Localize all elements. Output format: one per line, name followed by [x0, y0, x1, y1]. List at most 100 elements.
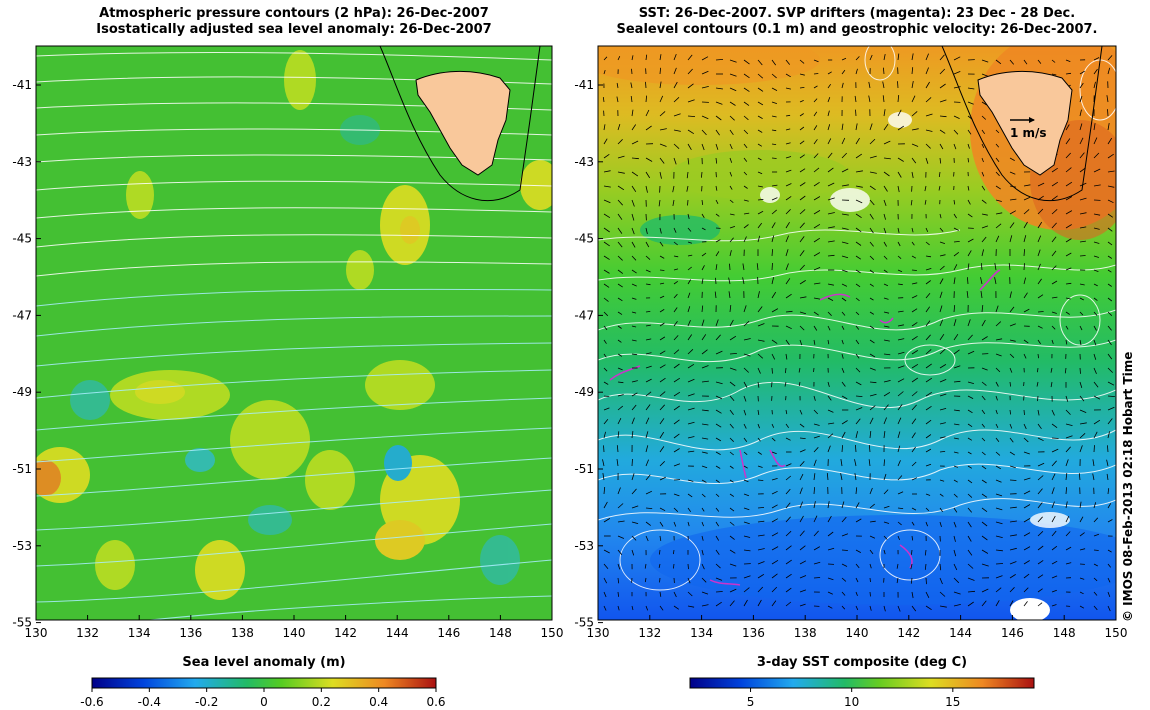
velocity-vector	[631, 140, 639, 145]
velocity-vector	[925, 157, 929, 164]
velocity-vector	[883, 325, 890, 328]
velocity-vector	[1107, 519, 1113, 523]
velocity-vector	[1107, 549, 1112, 553]
velocity-vector	[673, 129, 681, 132]
velocity-vector	[911, 350, 919, 355]
velocity-vector	[603, 339, 607, 344]
velocity-vector	[883, 431, 886, 439]
velocity-vector	[910, 563, 913, 570]
velocity-vector	[855, 269, 861, 274]
velocity-vector	[1079, 212, 1087, 215]
velocity-vector	[701, 437, 709, 440]
velocity-vector	[911, 295, 918, 299]
velocity-vector	[883, 241, 887, 247]
velocity-vector	[1009, 323, 1016, 327]
velocity-vector	[617, 367, 623, 371]
velocity-vector	[729, 157, 733, 163]
velocity-vector	[1036, 381, 1039, 387]
velocity-vector	[603, 407, 610, 411]
velocity-vector	[841, 325, 845, 330]
velocity-vector	[603, 445, 605, 453]
velocity-vector	[869, 549, 874, 555]
velocity-vector	[1023, 601, 1028, 607]
velocity-vector	[687, 157, 690, 165]
velocity-vector	[1051, 545, 1058, 551]
velocity-vector	[785, 59, 791, 65]
velocity-vector	[659, 418, 665, 425]
velocity-vector	[729, 353, 737, 355]
velocity-vector	[631, 549, 635, 556]
velocity-vector	[827, 515, 832, 523]
velocity-vector	[939, 143, 944, 150]
velocity-vector	[995, 185, 1001, 190]
velocity-vector	[701, 199, 704, 205]
velocity-vector	[1009, 409, 1011, 415]
velocity-vector	[827, 395, 832, 401]
velocity-vector	[939, 605, 947, 608]
velocity-vector	[827, 240, 835, 243]
velocity-vector	[771, 101, 778, 104]
velocity-vector	[855, 431, 858, 439]
velocity-vector	[869, 339, 875, 344]
velocity-vector	[1107, 109, 1109, 117]
velocity-vector	[743, 236, 747, 243]
velocity-vector	[631, 124, 637, 131]
velocity-vector	[645, 95, 647, 103]
right-lon-tick-label: 134	[690, 626, 713, 640]
velocity-vector	[1079, 445, 1083, 453]
left-lat-tick-label: -41	[12, 78, 32, 92]
velocity-vector	[925, 577, 927, 585]
velocity-vector	[924, 185, 927, 192]
velocity-vector	[855, 502, 860, 509]
velocity-vector	[1037, 602, 1043, 607]
velocity-vector	[617, 123, 621, 131]
velocity-vector	[701, 213, 705, 219]
velocity-vector	[897, 338, 905, 341]
velocity-vector	[771, 339, 778, 344]
velocity-vector	[799, 461, 805, 467]
velocity-vector	[1107, 577, 1111, 583]
velocity-vector	[981, 101, 987, 106]
velocity-vector	[729, 199, 734, 204]
velocity-vector	[602, 473, 605, 481]
velocity-vector	[659, 143, 667, 147]
velocity-vector	[659, 128, 667, 131]
velocity-vector	[981, 199, 987, 204]
pressure-contours	[36, 52, 552, 620]
velocity-vector	[939, 348, 946, 355]
velocity-vector	[715, 199, 719, 204]
velocity-vector	[967, 87, 975, 90]
velocity-vector	[701, 535, 704, 541]
velocity-vector	[967, 423, 973, 428]
velocity-vector	[883, 459, 885, 467]
velocity-vector	[883, 157, 891, 160]
velocity-vector	[855, 339, 860, 345]
velocity-vector	[771, 291, 777, 299]
velocity-vector	[1009, 574, 1016, 579]
velocity-vector	[813, 181, 820, 187]
velocity-vector	[799, 501, 803, 509]
velocity-vector	[673, 227, 677, 233]
right-lon-tick-label: 138	[794, 626, 817, 640]
velocity-vector	[840, 459, 843, 467]
velocity-vector	[631, 297, 637, 300]
velocity-vector	[1037, 502, 1043, 509]
velocity-vector	[939, 451, 946, 453]
velocity-vector	[925, 591, 930, 598]
velocity-vector	[1079, 152, 1085, 159]
velocity-vector	[883, 605, 886, 612]
velocity-vector	[743, 59, 750, 65]
velocity-vector	[785, 516, 791, 523]
velocity-vector	[883, 549, 886, 555]
velocity-vector	[967, 437, 973, 441]
velocity-vector	[1079, 311, 1084, 316]
velocity-vector	[855, 297, 860, 302]
velocity-vector	[771, 222, 776, 229]
velocity-vector	[701, 227, 706, 231]
velocity-vector	[687, 83, 694, 89]
velocity-vector	[687, 421, 695, 425]
right-lon-tick-label: 140	[846, 626, 869, 640]
velocity-vector	[617, 297, 623, 302]
velocity-vector	[617, 549, 623, 556]
velocity-vector	[673, 280, 679, 285]
